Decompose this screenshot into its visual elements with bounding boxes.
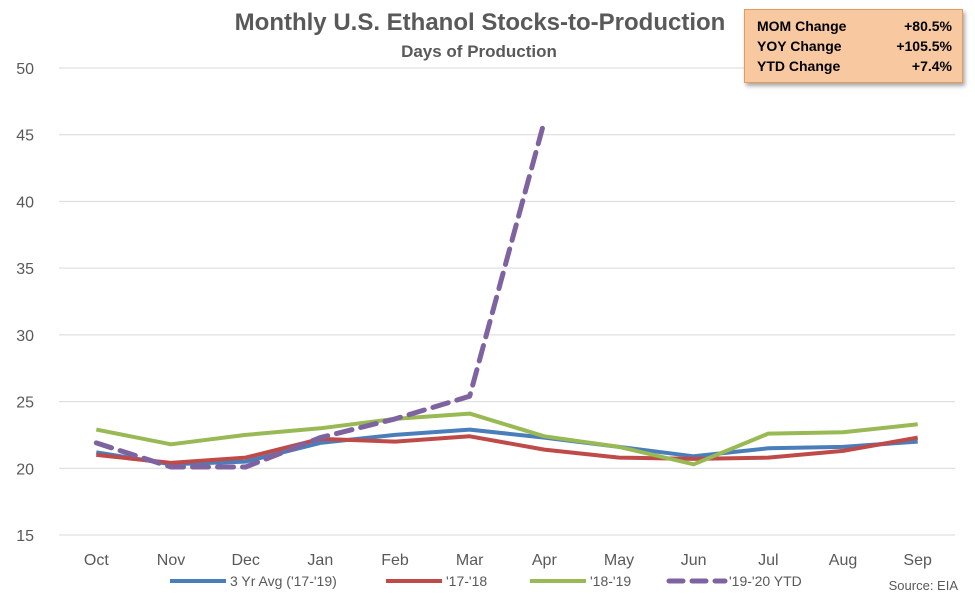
stat-label-yoy: YOY Change [757,38,842,54]
x-tick-label: Feb [381,552,409,569]
x-tick-label: Jun [681,552,707,569]
x-tick-label: Jul [758,552,778,569]
y-tick-label: 25 [16,395,34,412]
stat-label-mom: MOM Change [757,18,847,34]
x-tick-label: Dec [231,552,259,569]
x-tick-label: May [604,552,634,569]
y-axis-ticks: 15 20 25 30 35 40 45 50 [16,61,34,545]
legend: 3 Yr Avg ('17-'19) '17-'18 '18-'19 '19-'20 … [170,573,802,589]
stat-row-yoy: YOY Change +105.5% [757,36,952,56]
y-tick-label: 40 [16,194,34,211]
legend-label: '18-'19 [590,573,631,589]
x-axis-ticks: Oct Nov Dec Jan Feb Mar Apr May Jun Jul Aug Sep [84,552,932,569]
series-lines [93,118,919,470]
legend-label: 3 Yr Avg ('17-'19) [230,573,337,589]
x-tick-label: Jan [307,552,333,569]
y-tick-label: 20 [16,461,34,478]
series-line [95,427,918,467]
x-tick-label: Nov [157,552,185,569]
x-tick-label: Apr [532,552,558,569]
source-note: Source: EIA [889,578,959,593]
x-tick-label: Oct [84,552,109,569]
y-tick-label: 30 [16,328,34,345]
stat-label-ytd: YTD Change [757,58,841,74]
stat-value-ytd: +7.4% [911,58,952,74]
legend-label: '19-'20 YTD [729,573,802,589]
stat-value-mom: +80.5% [904,18,952,34]
series-line [96,434,919,465]
x-tick-label: Aug [829,552,857,569]
series-line [95,411,918,467]
stat-row-mom: MOM Change +80.5% [757,16,952,36]
legend-label: '17-'18 [446,573,487,589]
y-tick-label: 35 [16,261,34,278]
series-line [93,118,547,470]
y-tick-label: 15 [16,528,34,545]
stat-row-ytd: YTD Change +7.4% [757,56,952,76]
stats-box: MOM Change +80.5% YOY Change +105.5% YTD… [744,9,963,83]
x-tick-label: Sep [903,552,932,569]
y-tick-label: 45 [16,128,34,145]
y-tick-label: 50 [16,61,34,78]
x-tick-label: Mar [456,552,484,569]
chart-subtitle: Days of Production [401,42,557,61]
chart-title: Monthly U.S. Ethanol Stocks-to-Productio… [235,9,726,36]
stat-value-yoy: +105.5% [896,38,952,54]
